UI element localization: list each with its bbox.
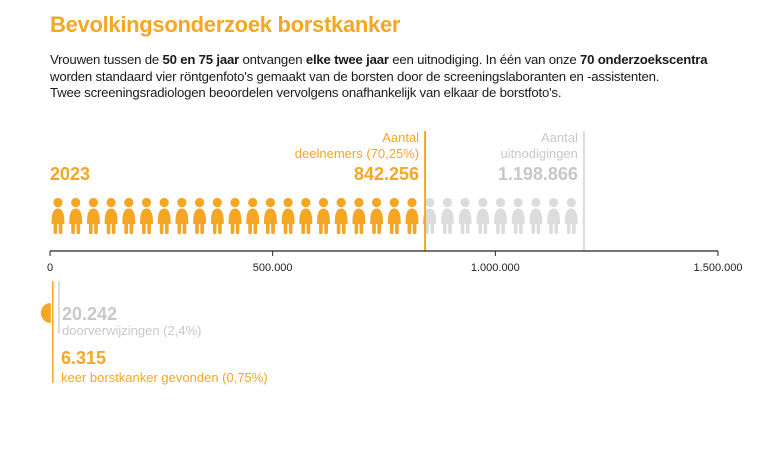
person-icon xyxy=(564,197,578,234)
intro-line-1-segment: Vrouwen tussen de xyxy=(50,52,163,67)
person-icon xyxy=(494,197,507,234)
intro-line-1-segment: 50 en 75 jaar xyxy=(162,52,240,67)
x-axis-tick-label: 1.500.000 xyxy=(694,262,743,274)
participants-icon-row xyxy=(51,197,426,234)
person-icon xyxy=(299,197,313,234)
intro-line-1-segment: 70 onderzoekscentra xyxy=(579,52,708,67)
person-icon xyxy=(228,197,242,234)
participants-label-line-2: deelnemers (70,25%) xyxy=(295,146,419,161)
referrals-value: 20.242 xyxy=(62,304,117,324)
cancer-found-label: keer borstkanker gevonden (0,75%) xyxy=(61,370,268,385)
person-icon xyxy=(104,197,118,234)
person-icon xyxy=(317,197,330,234)
person-icon xyxy=(175,197,189,234)
person-icon xyxy=(547,197,560,234)
cancer-found-value: 6.315 xyxy=(61,348,106,368)
person-icon xyxy=(193,197,206,234)
intro-line-1-segment: een uitnodiging. In één van onze xyxy=(388,52,580,67)
invitations-label-line-1: Aantal xyxy=(541,130,578,145)
person-icon xyxy=(405,197,419,234)
invitations-value: 1.198.866 xyxy=(498,164,578,184)
cancer-found-mark xyxy=(40,303,51,323)
person-icon xyxy=(122,197,136,234)
person-icon xyxy=(441,197,454,234)
person-icon xyxy=(529,197,543,234)
referrals-label: doorverwijzingen (2,4%) xyxy=(62,323,201,338)
intro-line-2: worden standaard vier röntgenfoto's gema… xyxy=(50,68,660,84)
person-icon xyxy=(352,197,366,234)
intro-line-1-segment: ontvangen xyxy=(239,52,306,67)
intro-line-1: Vrouwen tussen de 50 en 75 jaar ontvange… xyxy=(50,52,750,69)
page-title: Bevolkingsonderzoek borstkanker xyxy=(50,12,401,37)
person-icon xyxy=(387,197,401,234)
x-axis-tick-label: 0 xyxy=(47,262,53,274)
person-icon xyxy=(51,197,65,234)
person-icon xyxy=(69,197,83,234)
person-icon xyxy=(246,197,260,234)
person-icon xyxy=(264,197,277,234)
person-icon xyxy=(281,197,295,234)
invitations-label-line-2: uitnodigingen xyxy=(501,146,578,161)
person-icon xyxy=(157,197,171,234)
referral-marks xyxy=(40,281,61,383)
x-axis-ticks: 0 500.000 1.000.000 1.500.000 xyxy=(47,251,743,274)
intro-text: Vrouwen tussen de 50 en 75 jaar ontvange… xyxy=(50,52,750,102)
person-icon xyxy=(458,197,472,234)
x-axis-tick-label: 1.000.000 xyxy=(471,262,520,274)
person-icon xyxy=(334,197,348,234)
person-icon xyxy=(210,197,224,234)
person-icon xyxy=(511,197,525,234)
intro-line-3: Twee screeningsradiologen beoordelen ver… xyxy=(50,85,562,100)
person-icon xyxy=(476,197,490,234)
person-icon xyxy=(423,197,437,234)
x-axis-tick-label: 500.000 xyxy=(253,262,293,274)
participants-value: 842.256 xyxy=(354,164,419,184)
year-label: 2023 xyxy=(50,164,90,184)
person-icon xyxy=(87,197,100,234)
intro-line-1-segment: elke twee jaar xyxy=(305,52,389,67)
participants-label-line-1: Aantal xyxy=(382,130,419,145)
person-icon xyxy=(370,197,383,234)
person-icon xyxy=(140,197,153,234)
